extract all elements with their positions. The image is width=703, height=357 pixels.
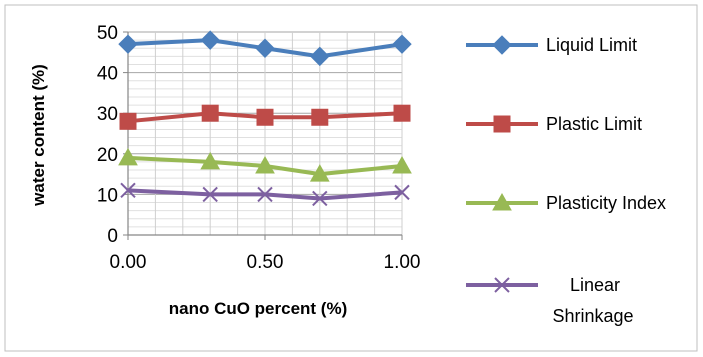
y-tick-label: 50 xyxy=(97,23,118,44)
y-axis-title: water content (%) xyxy=(29,64,48,207)
data-point xyxy=(118,34,138,54)
series-plasticity-index xyxy=(118,147,412,182)
data-point xyxy=(392,155,412,174)
legend-label: Plastic Limit xyxy=(546,114,642,134)
x-axis-title: nano CuO percent (%) xyxy=(169,299,348,318)
x-tick-label: 0.50 xyxy=(247,252,284,273)
y-tick-label: 40 xyxy=(97,64,118,85)
y-tick-label: 20 xyxy=(97,145,118,166)
legend-item-plastic-limit: Plastic Limit xyxy=(466,114,642,134)
series-layer xyxy=(118,30,412,207)
data-point xyxy=(309,164,330,182)
data-point xyxy=(120,182,136,199)
tick-labels: 0 10 20 30 40 50 0.00 0.50 1.00 xyxy=(97,23,421,273)
data-point xyxy=(118,147,138,166)
series-plastic-limit xyxy=(119,104,411,130)
data-point xyxy=(256,108,274,126)
data-point xyxy=(119,112,137,130)
legend-marker xyxy=(492,35,512,55)
data-point xyxy=(257,186,273,203)
legend-item-liquid-limit: Liquid Limit xyxy=(466,35,637,55)
x-tick-label: 1.00 xyxy=(384,252,421,273)
data-point xyxy=(255,38,275,58)
data-point xyxy=(392,34,412,54)
legend-marker xyxy=(492,192,512,211)
data-point xyxy=(310,46,330,67)
legend-label: Liquid Limit xyxy=(546,35,637,55)
series-liquid-limit xyxy=(118,30,412,67)
data-point xyxy=(312,190,328,207)
series-linear-shrinkage xyxy=(120,182,410,207)
legend-marker xyxy=(493,115,511,133)
data-point xyxy=(200,30,220,50)
data-point xyxy=(202,186,218,203)
data-point xyxy=(200,151,221,170)
legend-item-plasticity-index: Plasticity Index xyxy=(466,192,666,213)
legend-label: Shrinkage xyxy=(552,306,633,326)
y-tick-label: 0 xyxy=(107,226,118,247)
legend-label: Linear xyxy=(570,275,620,295)
legend-item-linear-shrinkage: Linear Shrinkage xyxy=(466,275,634,326)
x-tick-label: 0.00 xyxy=(110,252,147,273)
legend: Liquid Limit Plastic Limit Plasticity Inde… xyxy=(466,35,666,326)
data-point xyxy=(311,108,329,126)
data-point xyxy=(393,104,411,122)
y-tick-label: 10 xyxy=(97,185,118,206)
legend-label: Plasticity Index xyxy=(546,193,666,213)
data-point xyxy=(255,155,275,174)
legend-marker xyxy=(494,277,510,293)
y-tick-label: 30 xyxy=(97,104,118,125)
data-point xyxy=(394,184,410,201)
data-point xyxy=(201,104,219,122)
